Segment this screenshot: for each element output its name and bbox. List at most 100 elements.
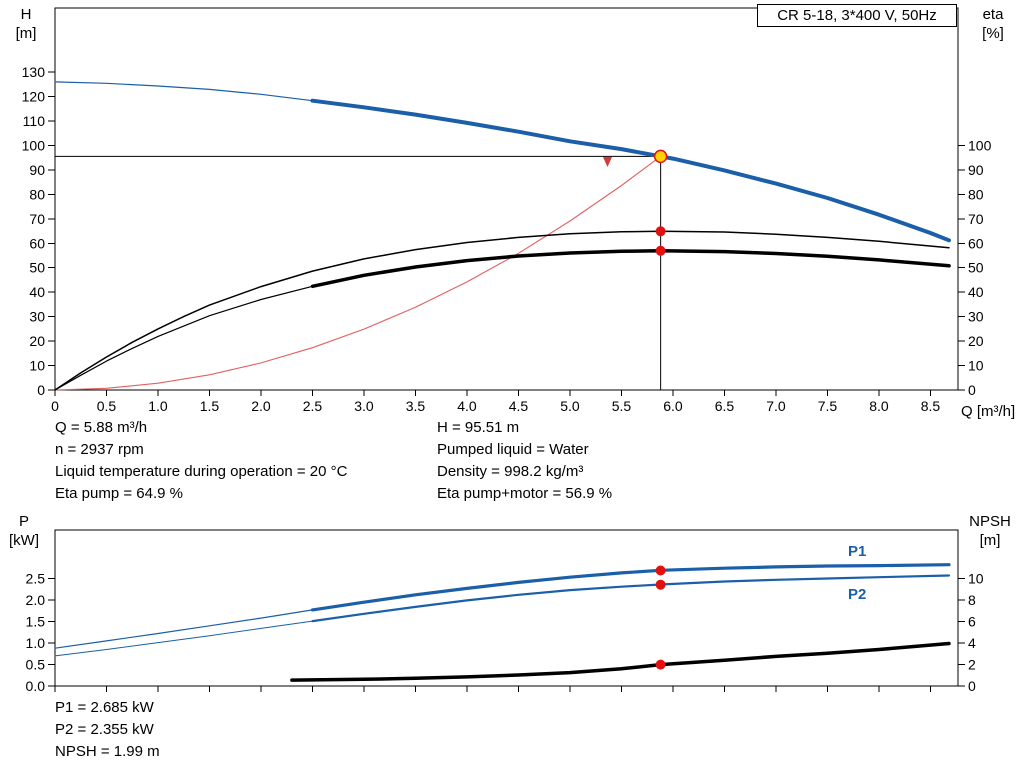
left-tick-label: 50 [29,260,45,276]
npsh-point [655,659,666,670]
left-tick-label: 0 [37,382,45,398]
x-tick-label: 8.5 [921,398,941,414]
eta-pump-curve [54,230,950,391]
head-extrapolated-curve [54,81,314,102]
left-tick-label: 60 [29,235,45,251]
right-tick-label: 0 [968,678,976,694]
right-tick-label: 2 [968,657,976,673]
left-tick-label: 2.5 [26,571,46,587]
duty-info-left-column: Q = 5.88 m³/h n = 2937 rpm Liquid temper… [55,417,347,505]
head-curve [310,98,951,243]
x-tick-label: 1.5 [200,398,220,414]
left-tick-label: 90 [29,162,45,178]
head-axis-title: H [m] [4,5,48,43]
x-tick-label: 7.0 [766,398,786,414]
left-tick-label: 2.0 [26,592,46,608]
eta-pump-motor-extrapolated-curve [54,285,314,391]
x-tick-label: 3.5 [406,398,426,414]
duty-arrow [603,157,612,167]
flow-axis-title: Q [m³/h] [961,403,1016,420]
info-p1: P1 = 2.685 kW [55,699,154,716]
right-tick-label: 4 [968,635,976,651]
x-tick-label: 1.0 [148,398,168,414]
left-tick-label: 100 [22,137,46,153]
left-tick-label: 70 [29,211,45,227]
npsh-axis-title: NPSH [m] [960,512,1020,550]
x-tick-label: 4.0 [457,398,477,414]
top-chart-plot-box [54,7,959,391]
info-flow: Q = 5.88 m³/h [55,419,148,436]
x-tick-label: 2.5 [303,398,323,414]
power-axis-title-line1: P [18,513,29,530]
bottom-chart: 0.0 0.5 1.0 1.5 2.0 2.5 0 2 4 6 8 10 [26,529,984,694]
left-tick-label: 80 [29,186,45,202]
bottom-chart-plot-box [54,529,959,687]
left-tick-label: 110 [23,113,46,129]
eta-pump-motor-curve [310,249,951,289]
eta-axis-title: eta [%] [970,5,1016,43]
duty-point [653,149,668,164]
left-tick-label: 1.0 [26,635,46,651]
p1-curve-label: P1 [848,543,867,560]
power-axis-title-line2: [kW] [9,532,39,549]
right-tick-label: 80 [968,186,984,202]
right-tick-label: 20 [968,333,984,349]
npsh-axis-title-line1: NPSH [969,513,1011,530]
head-axis-title-line1: H [20,6,32,23]
info-speed: n = 2937 rpm [55,441,144,458]
left-tick-label: 20 [29,333,45,349]
pump-model-title: CR 5-18, 3*400 V, 50Hz [757,4,957,27]
right-tick-label: 10 [968,571,984,587]
x-tick-label: 3.0 [354,398,374,414]
info-eta-pump-motor: Eta pump+motor = 56.9 % [437,485,613,502]
power-axis-title: P [kW] [0,512,48,550]
head-axis-title-line2: [m] [15,25,37,42]
right-tick-label: 30 [968,309,984,325]
p1-extrapolated-curve [54,609,314,649]
x-tick-label: 4.5 [509,398,529,414]
p1-curve [310,563,951,612]
power-info-block: P1 = 2.685 kW P2 = 2.355 kW NPSH = 1.99 … [55,697,160,763]
right-tick-label: 70 [968,211,984,227]
right-tick-label: 0 [968,382,976,398]
left-tick-label: 1.5 [26,614,46,630]
info-liquid-temperature: Liquid temperature during operation = 20… [55,463,348,480]
x-tick-label: 2.0 [251,398,271,414]
right-tick-label: 50 [968,260,984,276]
duty-parabola-curve [54,155,662,391]
left-tick-label: 130 [22,64,46,80]
right-tick-label: 100 [968,137,992,153]
eta-axis-title-line1: eta [982,6,1004,23]
p1-point [655,565,666,576]
info-eta-pump: Eta pump = 64.9 % [55,485,183,502]
right-tick-label: 90 [968,162,984,178]
right-tick-label: 6 [968,614,976,630]
left-tick-label: 0.5 [26,657,46,673]
right-tick-label: 60 [968,235,984,251]
x-tick-label: 7.5 [818,398,838,414]
p2-point [655,579,666,590]
info-p2: P2 = 2.355 kW [55,721,154,738]
info-npsh: NPSH = 1.99 m [55,743,160,760]
p2-curve [311,574,951,623]
left-tick-label: 120 [22,89,46,105]
left-tick-label: 10 [29,358,45,374]
eta-pump-point [655,226,666,237]
right-tick-label: 40 [968,284,984,300]
npsh-curve [290,641,951,682]
x-tick-label: 6.0 [663,398,683,414]
eta-axis-title-line2: [%] [982,25,1004,42]
eta-pump-motor-point [655,245,666,256]
right-tick-label: 10 [968,358,984,374]
x-tick-label: 0.5 [97,398,117,414]
left-tick-label: 30 [29,309,45,325]
x-tick-label: 6.5 [715,398,735,414]
left-tick-label: 0.0 [26,678,46,694]
info-density: Density = 998.2 kg/m³ [437,463,584,480]
right-tick-label: 8 [968,592,976,608]
duty-info-right-column: H = 95.51 m Pumped liquid = Water Densit… [437,417,612,505]
p2-curve-label: P2 [848,586,867,603]
x-tick-label: 8.0 [869,398,889,414]
